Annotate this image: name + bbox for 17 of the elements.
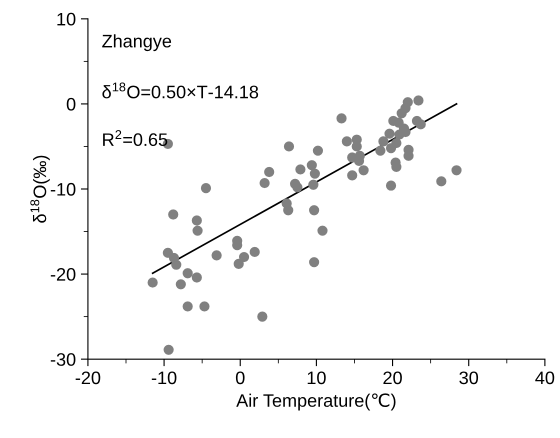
y-tick-label: -30 bbox=[50, 353, 76, 366]
y-tick-label: -20 bbox=[50, 268, 76, 281]
y-tick-label: -10 bbox=[50, 182, 76, 196]
x-tick-label: -20 bbox=[76, 371, 100, 384]
x-tick-label: 30 bbox=[459, 371, 478, 384]
annotation: Zhangye bbox=[102, 34, 172, 52]
x-tick-label: -10 bbox=[152, 371, 176, 384]
y-axis-title: δ$^{18}$O(‰) bbox=[30, 156, 50, 223]
x-tick-label: 0 bbox=[236, 371, 245, 384]
y-tick-label: 0 bbox=[66, 98, 76, 111]
y-tick-label: 10 bbox=[57, 12, 76, 26]
annotation: δ$^{18}$O=0.50×T-14.18 bbox=[102, 82, 258, 98]
annotation: R$^{2}$=0.65 bbox=[103, 130, 168, 146]
x-tick-label: 40 bbox=[535, 371, 554, 384]
x-axis-title: Air Temperature(℃) bbox=[236, 393, 396, 410]
x-tick-label: 10 bbox=[308, 371, 326, 384]
x-tick-label: 20 bbox=[383, 371, 402, 384]
